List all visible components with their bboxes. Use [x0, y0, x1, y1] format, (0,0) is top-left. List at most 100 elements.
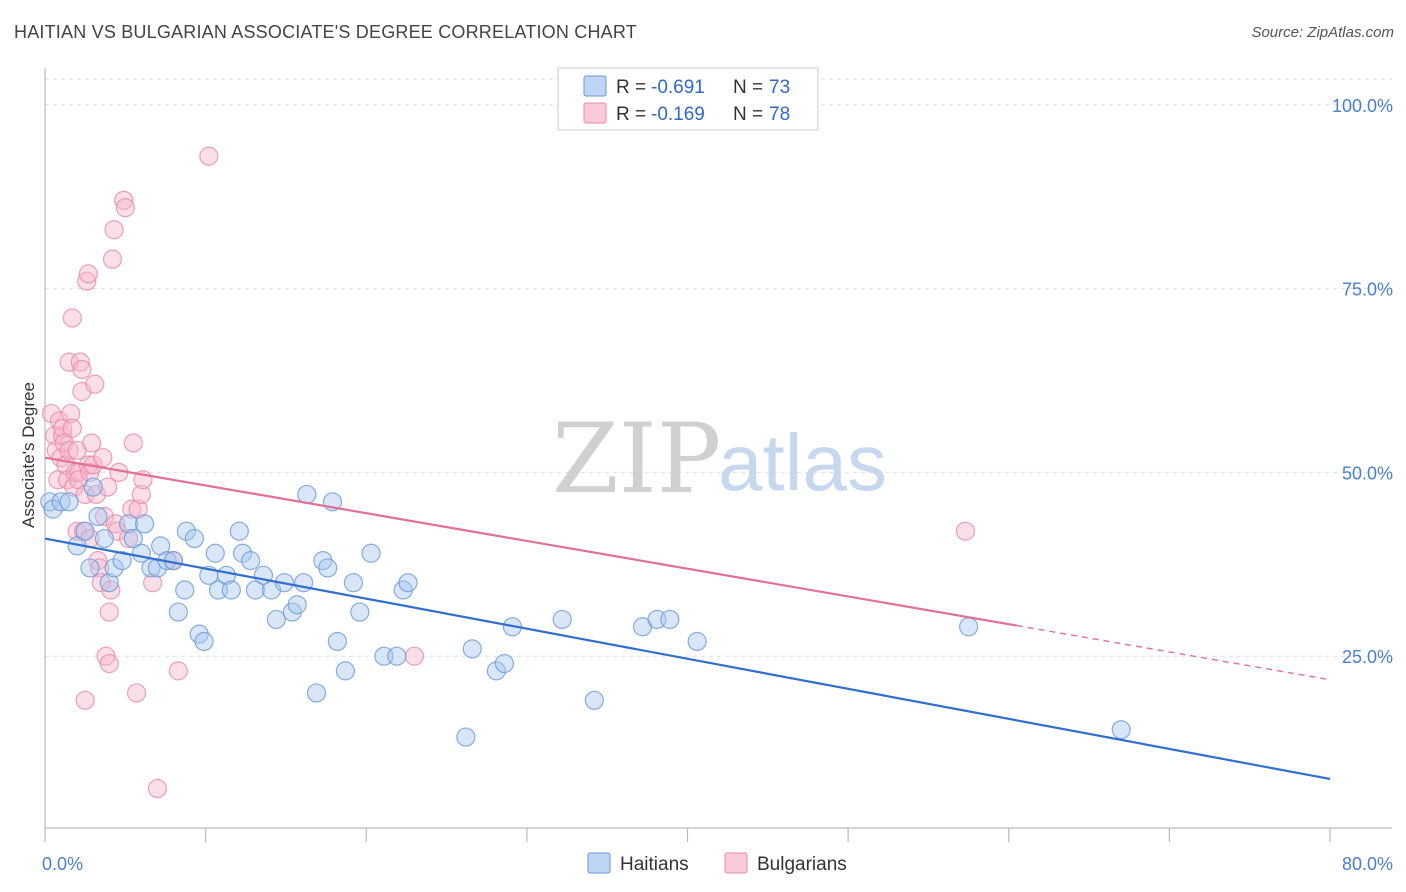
bulgarian-point	[91, 573, 111, 593]
watermark-atlas: atlas	[718, 418, 887, 507]
bulgarian-point	[45, 426, 65, 446]
bulgarian-point	[72, 359, 92, 380]
haitian-point	[306, 683, 327, 703]
legend-bulgarian-r-value: -0.169	[651, 104, 705, 125]
haitian-point	[99, 573, 119, 593]
bulgarian-point	[41, 403, 62, 424]
grid-lines	[45, 78, 1392, 657]
trend-lines	[44, 456, 1331, 781]
bulgarian-point	[199, 146, 219, 166]
haitian-point	[958, 617, 979, 637]
bulgarian-point	[93, 448, 113, 468]
bulgarian-point	[88, 551, 108, 571]
haitian-point	[1111, 720, 1131, 740]
bulgarian-point	[57, 470, 78, 490]
haitian-point	[43, 499, 63, 519]
series-legend: Haitians Bulgarians	[587, 852, 847, 875]
y-axis-label: Associate's Degree	[19, 382, 38, 528]
haitian-point	[462, 639, 482, 659]
bulgarian-point	[75, 484, 95, 505]
source-credit: Source: ZipAtlas.com	[1251, 24, 1394, 41]
haitian-point	[59, 492, 79, 512]
legend-swatch-bulgarian	[583, 102, 607, 124]
bulgarian-trend-line	[44, 456, 1017, 627]
bulgarian-point	[85, 374, 105, 394]
haitian-point	[134, 514, 155, 534]
haitian-point	[75, 521, 95, 541]
haitian-point	[118, 514, 139, 534]
bulgarian-point	[62, 308, 82, 328]
haitian-point	[398, 573, 418, 593]
bulgarian-trend-extension	[1016, 624, 1331, 681]
bulgarian-point	[70, 352, 90, 372]
haitian-point	[687, 631, 707, 652]
haitian-point	[175, 580, 195, 600]
bulgarian-point	[101, 580, 121, 600]
bulgarian-point	[102, 249, 123, 269]
haitian-point	[245, 580, 266, 600]
legend-bulgarian-n-value: 78	[769, 104, 790, 125]
bulgarian-point	[126, 683, 147, 703]
y-tick-label: 50.0%	[1342, 463, 1393, 483]
haitian-point	[88, 506, 108, 527]
haitian-point	[104, 558, 124, 578]
bulgarian-point	[75, 690, 95, 710]
legend-haitian-n-label: N =	[733, 77, 763, 98]
haitian-point	[205, 543, 225, 563]
haitian-point	[51, 492, 71, 512]
bulgarian-point	[955, 521, 975, 541]
haitian-point	[486, 661, 506, 681]
haitian-point	[660, 609, 680, 630]
x-axis-ticks	[44, 828, 1331, 842]
x-tick-label-min: 0.0%	[42, 854, 83, 874]
series-legend-swatch-bulgarian	[724, 852, 748, 874]
haitian-point	[184, 528, 204, 549]
haitian-point	[266, 609, 286, 630]
haitian-point	[80, 558, 100, 578]
haitian-point	[123, 528, 143, 549]
bulgarian-point	[131, 484, 151, 505]
correlation-legend: R = -0.691 N = 73 R = -0.169 N = 78	[557, 67, 819, 131]
haitian-point	[241, 551, 261, 571]
y-tick-label: 75.0%	[1342, 280, 1393, 300]
haitian-point	[584, 690, 604, 710]
y-tick-label: 25.0%	[1342, 647, 1393, 667]
haitian-point	[168, 602, 188, 622]
haitian-point	[287, 595, 307, 615]
haitian-point	[387, 646, 407, 666]
bulgarian-point	[90, 558, 110, 578]
haitian-point	[176, 521, 196, 541]
bulgarian-point	[404, 646, 425, 666]
series-legend-haitians: Haitians	[620, 854, 689, 875]
chart-title: HAITIAN VS BULGARIAN ASSOCIATE'S DEGREE …	[14, 22, 637, 42]
bulgarian-point	[115, 198, 135, 218]
haitian-point	[335, 661, 355, 681]
bulgarian-point	[48, 470, 68, 490]
haitian-points	[40, 477, 1131, 747]
bulgarian-point	[118, 528, 139, 549]
bulgarian-point	[143, 573, 163, 593]
haitian-point	[232, 543, 253, 563]
bulgarian-point	[78, 264, 98, 284]
bulgarian-point	[62, 418, 82, 438]
haitian-point	[350, 602, 370, 622]
bulgarian-point	[59, 440, 79, 460]
haitian-point	[318, 558, 338, 578]
y-tick-label: 100.0%	[1332, 96, 1393, 116]
bulgarian-point	[104, 220, 124, 240]
legend-swatch-haitian	[583, 75, 607, 97]
legend-bulgarian-n-label: N =	[733, 104, 763, 125]
haitian-point	[361, 543, 381, 563]
haitian-point	[327, 631, 347, 652]
series-legend-bulgarians: Bulgarians	[757, 854, 847, 875]
haitian-point	[552, 609, 572, 630]
legend-haitian-n-value: 73	[769, 77, 790, 98]
bulgarian-points	[41, 146, 975, 799]
series-legend-swatch-haitian	[587, 852, 611, 874]
legend-haitian-r-label: R =	[616, 77, 646, 98]
legend-bulgarian-r-label: R =	[616, 104, 646, 125]
haitian-point	[194, 631, 214, 652]
bulgarian-point	[123, 433, 143, 453]
haitian-point	[343, 573, 363, 593]
